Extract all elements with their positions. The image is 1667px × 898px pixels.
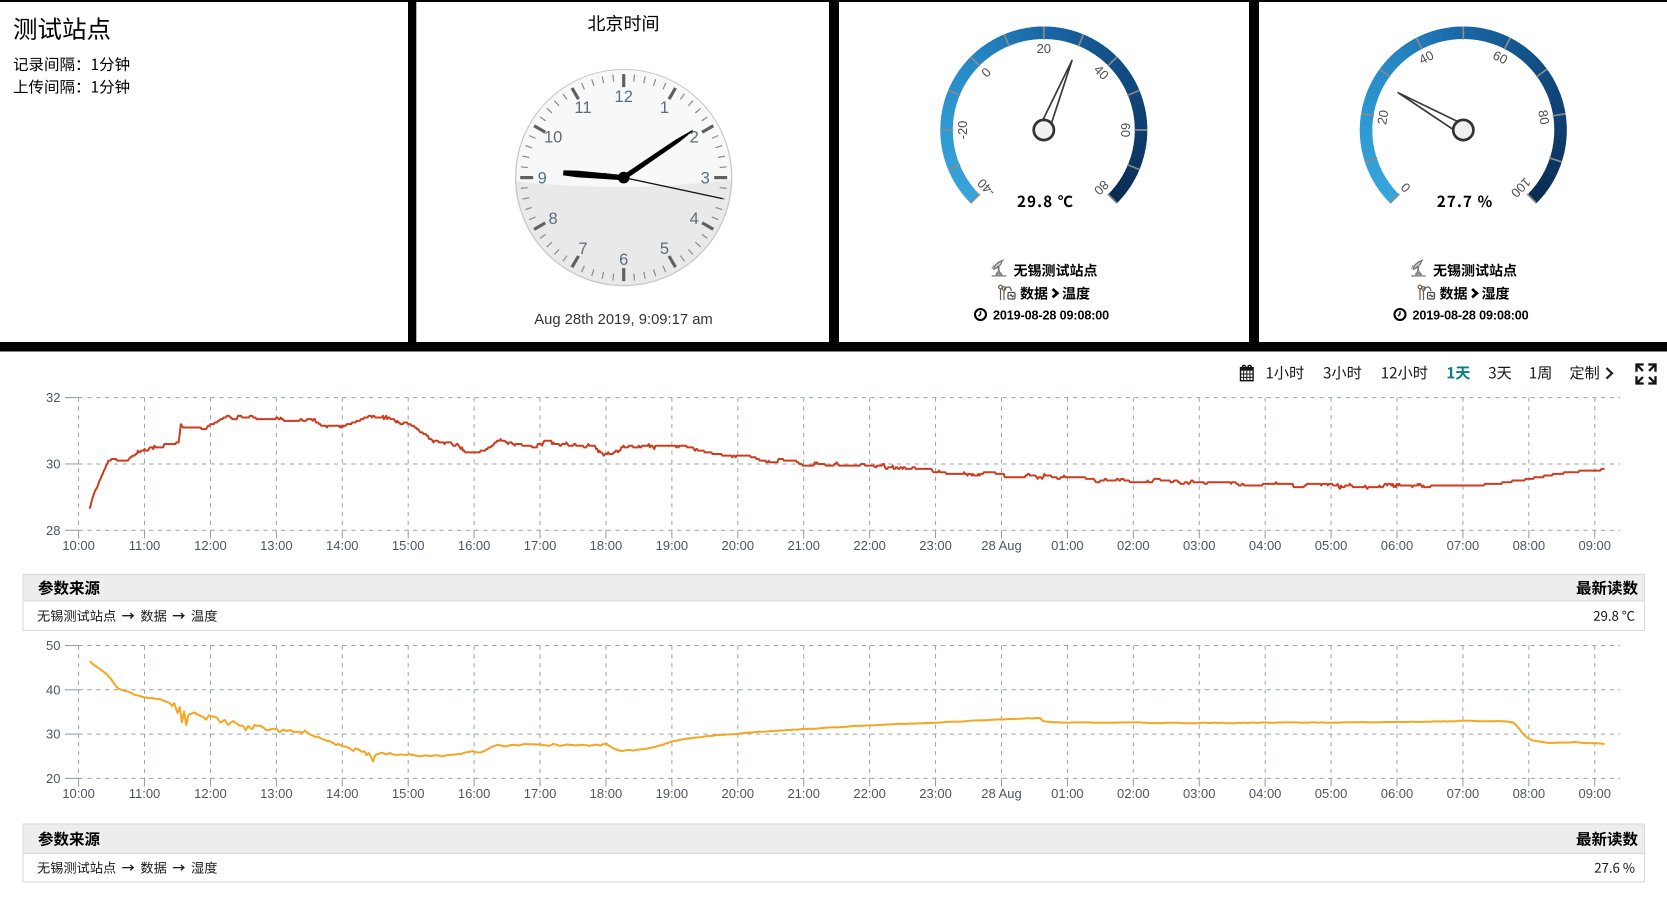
svg-text:5: 5 (660, 240, 669, 258)
svg-text:Aug 28th 2019, 9:09:17 am: Aug 28th 2019, 9:09:17 am (534, 312, 713, 328)
svg-text:8: 8 (549, 210, 558, 228)
svg-text:14:00: 14:00 (326, 786, 359, 801)
svg-text:13:00: 13:00 (260, 538, 293, 553)
svg-text:9: 9 (538, 169, 547, 187)
svg-text:01:00: 01:00 (1051, 786, 1084, 801)
svg-text:18:00: 18:00 (590, 538, 623, 553)
svg-text:4: 4 (690, 210, 699, 228)
svg-text:03:00: 03:00 (1183, 786, 1216, 801)
svg-text:05:00: 05:00 (1315, 538, 1348, 553)
svg-text:22:00: 22:00 (853, 786, 886, 801)
svg-text:7: 7 (578, 240, 587, 258)
svg-text:50: 50 (46, 638, 60, 653)
svg-text:10:00: 10:00 (62, 538, 95, 553)
svg-text:22:00: 22:00 (853, 538, 886, 553)
svg-text:15:00: 15:00 (392, 786, 425, 801)
svg-text:18:00: 18:00 (590, 786, 623, 801)
svg-text:2019-08-28 09:08:00: 2019-08-28 09:08:00 (993, 309, 1109, 323)
svg-text:11: 11 (574, 99, 591, 117)
svg-text:12:00: 12:00 (194, 786, 227, 801)
svg-text:11:00: 11:00 (129, 538, 161, 553)
svg-text:07:00: 07:00 (1447, 786, 1480, 801)
svg-text:14:00: 14:00 (326, 538, 359, 553)
svg-text:-20: -20 (955, 121, 970, 140)
svg-text:08:00: 08:00 (1513, 786, 1546, 801)
svg-text:06:00: 06:00 (1381, 538, 1414, 553)
svg-text:10: 10 (544, 129, 562, 147)
svg-text:11:00: 11:00 (129, 786, 161, 801)
svg-text:20: 20 (46, 771, 60, 786)
svg-text:15:00: 15:00 (392, 538, 425, 553)
svg-text:06:00: 06:00 (1381, 786, 1414, 801)
svg-text:2019-08-28 09:08:00: 2019-08-28 09:08:00 (1413, 309, 1529, 323)
svg-text:12: 12 (615, 88, 633, 106)
svg-text:20:00: 20:00 (722, 538, 755, 553)
svg-text:60: 60 (1490, 47, 1510, 67)
svg-text:80: 80 (1535, 109, 1552, 126)
svg-text:08:00: 08:00 (1513, 538, 1546, 553)
svg-text:09:00: 09:00 (1578, 786, 1611, 801)
svg-text:1: 1 (660, 99, 669, 117)
svg-text:28 Aug: 28 Aug (981, 786, 1022, 801)
svg-text:19:00: 19:00 (656, 786, 689, 801)
svg-text:02:00: 02:00 (1117, 786, 1150, 801)
svg-text:04:00: 04:00 (1249, 538, 1282, 553)
svg-text:23:00: 23:00 (919, 786, 952, 801)
svg-text:30: 30 (46, 727, 60, 742)
svg-text:17:00: 17:00 (524, 786, 557, 801)
svg-text:05:00: 05:00 (1315, 786, 1348, 801)
svg-text:03:00: 03:00 (1183, 538, 1216, 553)
svg-text:6: 6 (619, 251, 628, 269)
svg-text:3: 3 (701, 169, 710, 187)
svg-text:40: 40 (1416, 47, 1436, 67)
svg-text:28: 28 (46, 523, 60, 538)
svg-text:21:00: 21:00 (787, 786, 820, 801)
svg-text:17:00: 17:00 (524, 538, 557, 553)
svg-text:2: 2 (690, 129, 699, 147)
svg-text:01:00: 01:00 (1051, 538, 1084, 553)
svg-text:16:00: 16:00 (458, 786, 491, 801)
svg-text:28 Aug: 28 Aug (981, 538, 1022, 553)
svg-text:12:00: 12:00 (194, 538, 227, 553)
svg-text:09:00: 09:00 (1578, 538, 1611, 553)
svg-text:16:00: 16:00 (458, 538, 491, 553)
svg-text:40: 40 (46, 682, 60, 697)
svg-text:04:00: 04:00 (1249, 786, 1282, 801)
svg-text:32: 32 (46, 390, 60, 405)
svg-text:20: 20 (1037, 41, 1051, 56)
svg-text:13:00: 13:00 (260, 786, 293, 801)
svg-text:20:00: 20:00 (722, 786, 755, 801)
svg-text:07:00: 07:00 (1447, 538, 1480, 553)
svg-text:21:00: 21:00 (787, 538, 820, 553)
svg-text:30: 30 (46, 457, 60, 472)
svg-text:10:00: 10:00 (62, 786, 95, 801)
svg-text:23:00: 23:00 (919, 538, 952, 553)
svg-text:60: 60 (1118, 123, 1133, 137)
svg-text:02:00: 02:00 (1117, 538, 1150, 553)
svg-text:19:00: 19:00 (656, 538, 689, 553)
svg-text:20: 20 (1374, 109, 1391, 126)
